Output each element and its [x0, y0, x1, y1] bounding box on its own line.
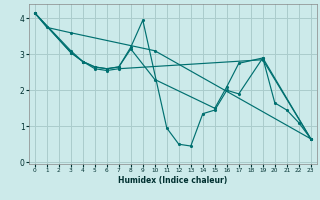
X-axis label: Humidex (Indice chaleur): Humidex (Indice chaleur) — [118, 176, 228, 185]
